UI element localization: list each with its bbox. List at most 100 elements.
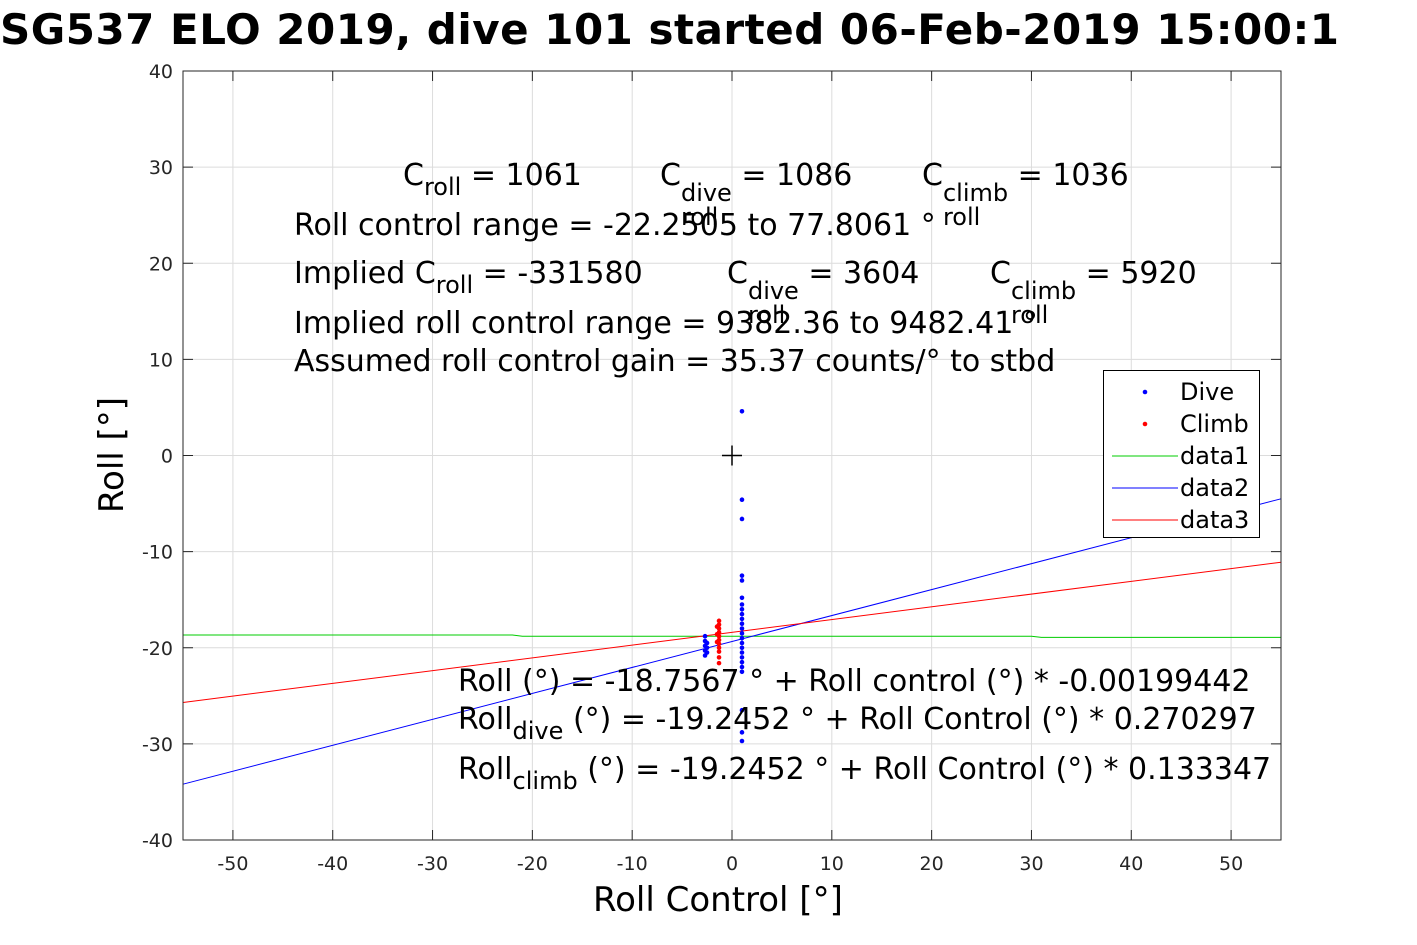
point-dive: [739, 664, 745, 670]
implied-climb-sub: roll: [1010, 301, 1049, 329]
y-tick-label: 20: [149, 253, 173, 275]
implied-sub: roll: [435, 271, 474, 299]
point-dive: [739, 595, 745, 601]
c-roll-symbol: C: [403, 158, 424, 193]
x-tick-label: 0: [726, 853, 738, 875]
implied-prefix: Implied C: [294, 256, 436, 291]
point-dive: [739, 573, 745, 578]
fit-climb-rest: (°) = -19.2452 ° + Roll Control (°) * 0.…: [577, 752, 1272, 787]
point-dive: [739, 640, 745, 646]
point-dive: [739, 730, 745, 735]
point-dive: [739, 497, 745, 503]
point-dive: [704, 645, 710, 651]
c-roll-sub: roll: [423, 173, 462, 201]
c-climb-sup: climb: [942, 179, 1009, 207]
point-dive: [739, 602, 745, 607]
point-climb: [716, 649, 722, 654]
fit-dive-annotation: Rolldive (°) = -19.2452 ° + Roll Control…: [458, 702, 1257, 743]
y-tick-label: -20: [142, 638, 173, 660]
implied-dive-supsub: dive roll: [748, 279, 799, 327]
point-dive: [739, 635, 745, 641]
fit-dive-sub: dive: [512, 717, 564, 745]
series-line-data2: [182, 498, 1282, 785]
c-roll-value: = 1061: [461, 158, 582, 193]
fit-climb-prefix: Roll: [458, 752, 513, 787]
point-dive: [739, 659, 745, 665]
fit-dive-rest: (°) = -19.2452 ° + Roll Control (°) * 0.…: [563, 702, 1257, 737]
series-layer: [182, 408, 1282, 785]
legend-symbol: [1112, 455, 1178, 457]
legend-label: Climb: [1180, 410, 1249, 438]
implied-c-roll: Implied Croll = -331580: [294, 256, 643, 297]
implied-dive-value: = 3604: [798, 256, 920, 291]
implied-climb-supsub: climb roll: [1011, 279, 1076, 327]
implied-dive-sup: dive: [747, 277, 799, 305]
point-dive: [739, 655, 745, 660]
x-tick-label: 20: [920, 853, 944, 875]
point-climb: [716, 655, 722, 660]
x-tick-label: -20: [517, 853, 548, 875]
y-tick-label: 10: [149, 349, 173, 371]
c-dive-supsub: dive roll: [681, 181, 732, 229]
legend-label: data3: [1180, 506, 1250, 534]
point-climb: [714, 631, 720, 637]
implied-range: Implied roll control range = 9382.36 to …: [294, 306, 1038, 341]
implied-climb-value: = 5920: [1076, 256, 1197, 291]
point-climb: [716, 618, 722, 624]
c-climb-value: = 1036: [1008, 158, 1129, 193]
legend-label: data2: [1180, 474, 1250, 502]
legend-symbol: [1142, 389, 1148, 395]
legend: Dive Climb data1 data2 data3: [1103, 370, 1260, 538]
c-climb-sub: roll: [942, 203, 981, 231]
c-dive-value: = 1086: [731, 158, 853, 193]
implied-value: = -331580: [473, 256, 643, 291]
legend-label: data1: [1180, 442, 1250, 470]
x-axis-label: Roll Control [°]: [593, 880, 843, 920]
point-climb: [714, 639, 720, 645]
legend-symbol: [1112, 519, 1178, 521]
implied-dive-symbol: C: [727, 256, 748, 291]
legend-entry: data1: [1104, 440, 1261, 472]
legend-symbol: [1112, 487, 1178, 489]
c-dive-symbol: C: [660, 158, 681, 193]
point-climb: [714, 624, 720, 629]
y-tick-label: -40: [142, 830, 173, 852]
x-tick-label: 40: [1119, 853, 1143, 875]
c-climb-symbol: C: [922, 158, 943, 193]
point-climb: [716, 645, 722, 651]
c-roll-annotation: Croll = 1061: [403, 158, 582, 199]
x-tick-label: -10: [617, 853, 648, 875]
point-dive: [739, 516, 745, 522]
tick-layer: -50 -40 -30 -20 -10 0 10 20 30 40 50 -40 -30 -20 -10 0 1…: [142, 61, 1281, 875]
y-tick-label: 40: [149, 61, 173, 83]
point-dive: [704, 650, 710, 655]
point-climb: [716, 660, 722, 666]
roll-control-range: Roll control range = -22.2505 to 77.8061…: [294, 208, 936, 243]
y-tick-label: -30: [142, 734, 173, 756]
series-line-data1: [183, 634, 1281, 638]
fit-dive-prefix: Roll: [458, 702, 513, 737]
legend-entry: Dive: [1104, 376, 1261, 408]
y-axis-label: Roll [°]: [92, 396, 132, 514]
legend-entry: Climb: [1104, 408, 1261, 440]
point-dive: [739, 650, 745, 655]
x-tick-label: 30: [1019, 853, 1043, 875]
point-dive: [739, 707, 745, 713]
point-dive: [739, 669, 745, 675]
x-tick-label: 50: [1219, 853, 1243, 875]
point-dive: [739, 621, 745, 627]
x-tick-label: -30: [417, 853, 448, 875]
legend-label: Dive: [1180, 378, 1235, 406]
point-dive: [739, 626, 745, 631]
point-dive: [739, 578, 745, 583]
implied-climb-symbol: C: [990, 256, 1011, 291]
y-tick-label: -10: [142, 542, 173, 564]
point-dive: [739, 631, 745, 636]
point-dive: [702, 633, 708, 639]
legend-marker: [1142, 421, 1148, 427]
legend-marker: [1142, 389, 1148, 395]
gain-annotation: Assumed roll control gain = 35.37 counts…: [294, 344, 1056, 379]
